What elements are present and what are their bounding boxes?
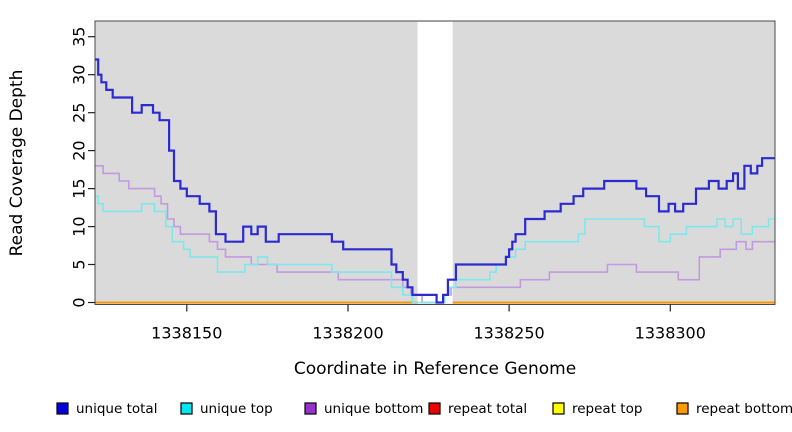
- legend-label-repeat-top: repeat top: [572, 401, 642, 417]
- x-tick-label: 1338250: [473, 324, 544, 343]
- legend-item-repeat-total: repeat total: [428, 401, 527, 417]
- legend-item-unique-bottom: unique bottom: [304, 401, 423, 417]
- y-axis-title: Read Coverage Depth: [7, 70, 27, 257]
- plot-dynamic-layer: 0 5 10 15 20 25 30 35 1338150 1338200 1338250 13383…: [70, 20, 776, 343]
- legend-label-unique-bottom: unique bottom: [324, 401, 423, 417]
- legend-swatch-unique-bottom-icon: [304, 402, 317, 415]
- y-tick-label: 30: [70, 65, 89, 85]
- x-axis-title: Coordinate in Reference Genome: [294, 359, 576, 379]
- x-tick-label: 1338200: [312, 324, 383, 343]
- legend-swatch-unique-total-icon: [56, 402, 69, 415]
- plot-border: [94, 20, 776, 305]
- x-tick-label: 1338150: [151, 324, 222, 343]
- series-line-unique-total: [95, 58, 775, 304]
- x-tick-label: 1338300: [635, 324, 706, 343]
- masked-region: [417, 21, 453, 304]
- legend-swatch-repeat-bottom-icon: [676, 402, 689, 415]
- chart-legend: unique total unique top unique bottom repea…: [56, 401, 792, 417]
- legend-item-unique-total: unique total: [56, 401, 157, 417]
- y-tick-label: 15: [70, 178, 89, 198]
- y-tick-label: 20: [70, 140, 89, 160]
- legend-swatch-unique-top-icon: [180, 402, 193, 415]
- legend-item-unique-top: unique top: [180, 401, 273, 417]
- y-tick-label: 35: [70, 27, 89, 47]
- series-line-unique-bottom: [95, 165, 775, 304]
- legend-item-repeat-top: repeat top: [552, 401, 642, 417]
- legend-swatch-repeat-top-icon: [552, 402, 565, 415]
- legend-label-unique-total: unique total: [76, 401, 157, 417]
- legend-label-repeat-bottom: repeat bottom: [696, 401, 792, 417]
- series-line-unique-top: [95, 195, 775, 304]
- legend-label-unique-top: unique top: [200, 401, 273, 417]
- y-tick-label: 0: [70, 297, 89, 307]
- y-tick-label: 25: [70, 103, 89, 123]
- y-tick-label: 10: [70, 216, 89, 236]
- legend-item-repeat-bottom: repeat bottom: [676, 401, 792, 417]
- legend-swatch-repeat-total-icon: [428, 402, 441, 415]
- legend-label-repeat-total: repeat total: [448, 401, 527, 417]
- y-tick-label: 5: [70, 259, 89, 269]
